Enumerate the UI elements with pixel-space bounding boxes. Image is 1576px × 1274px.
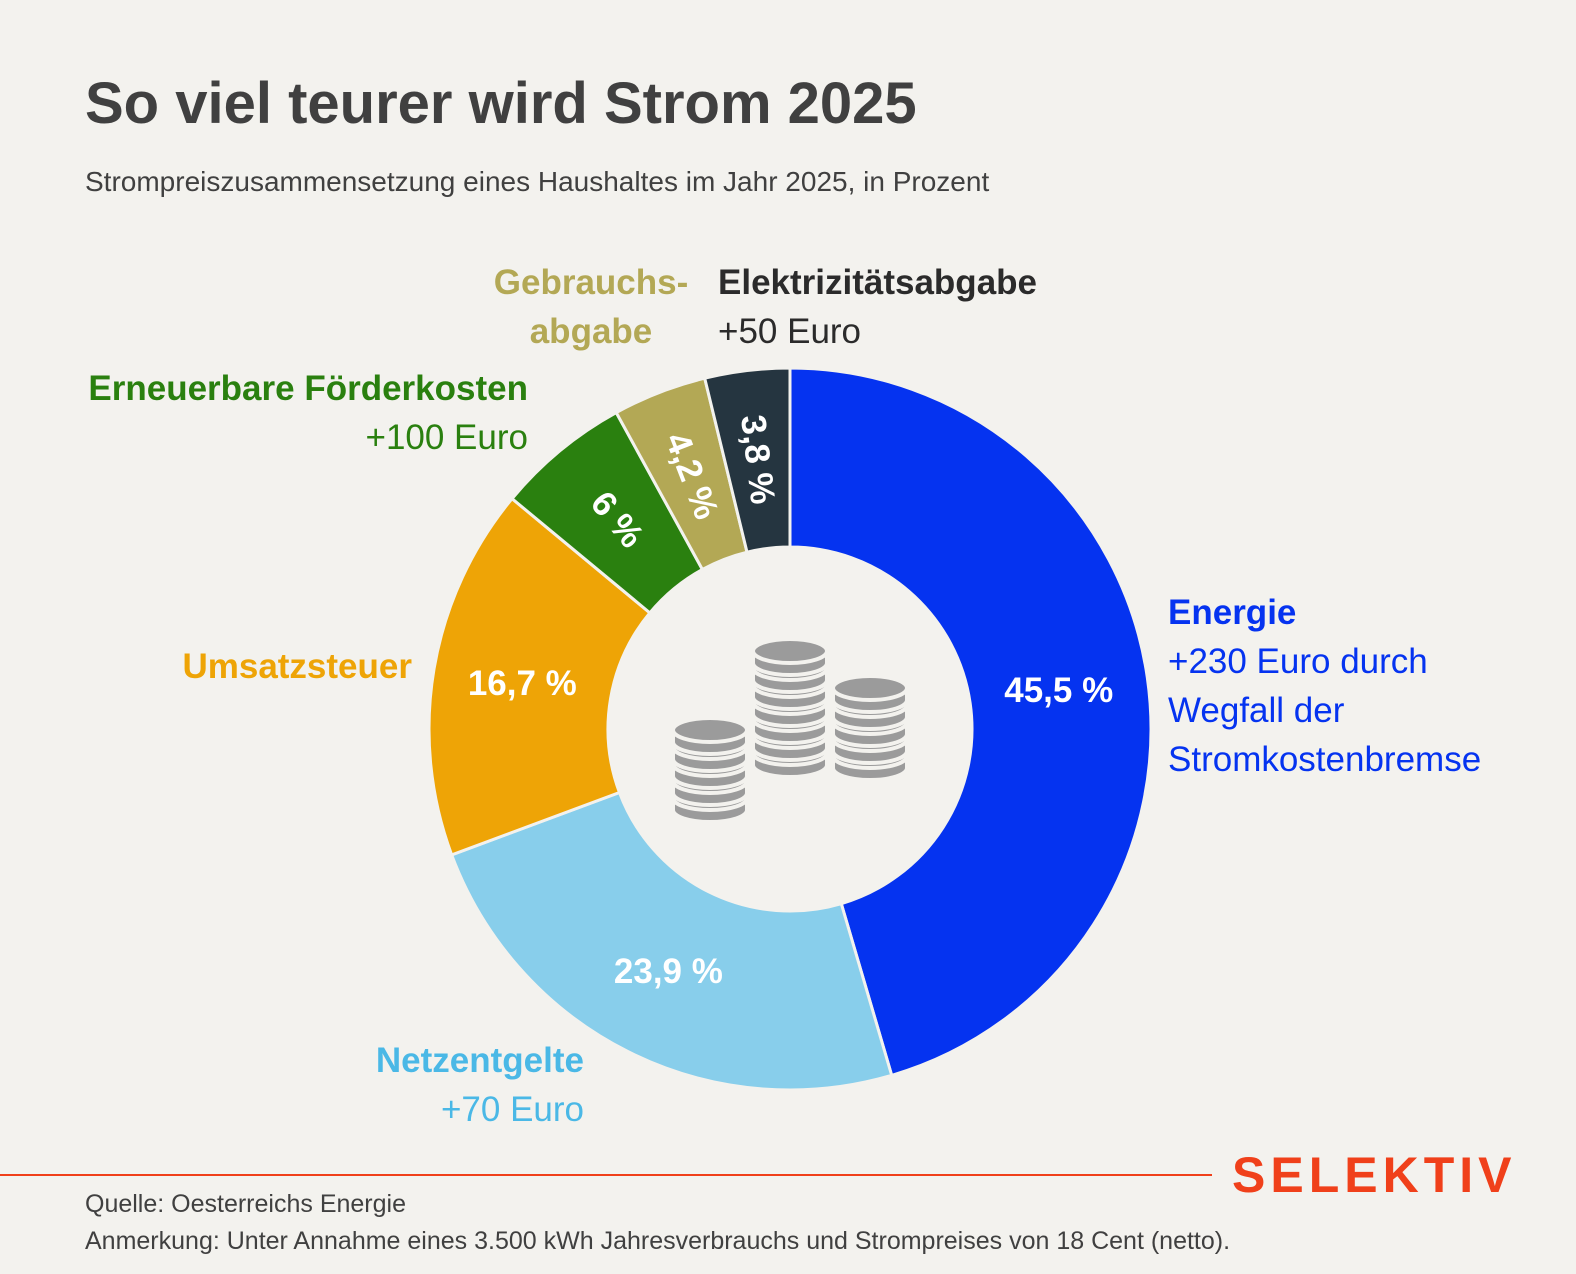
chart-subtitle: Strompreiszusammensetzung eines Haushalt… bbox=[85, 166, 990, 197]
chart-title: So viel teurer wird Strom 2025 bbox=[85, 71, 917, 136]
label-name: Elektrizitätsabgabe bbox=[718, 263, 1037, 302]
legend-energie: Energie +230 Euro durch Wegfall der Stro… bbox=[1168, 588, 1481, 784]
legend-netzentgelte: Netzentgelte +70 Euro bbox=[376, 1036, 584, 1134]
slice-elektrizit-tsabgabe bbox=[702, 366, 792, 554]
legend-gebrauchsabgabe: Gebrauchs- abgabe bbox=[480, 258, 702, 356]
source-note: Quelle: Oesterreichs Energie bbox=[85, 1190, 406, 1218]
label-note: +70 Euro bbox=[440, 1090, 584, 1129]
label-name: Gebrauchs- bbox=[493, 263, 689, 302]
selektiv-logo: SELEKTIV bbox=[1232, 1147, 1517, 1203]
label-name: Netzentgelte bbox=[375, 1041, 584, 1080]
legend-umsatzsteuer: Umsatzsteuer bbox=[182, 642, 412, 691]
legend-erneuerbare: Erneuerbare Förderkosten +100 Euro bbox=[88, 364, 528, 462]
label-name: Erneuerbare Förderkosten bbox=[88, 369, 528, 408]
label-name: abgabe bbox=[529, 312, 653, 351]
label-note: +50 Euro bbox=[718, 312, 862, 351]
footer-divider bbox=[0, 1174, 1212, 1176]
label-name: Energie bbox=[1168, 593, 1297, 632]
slice-umsatzsteuer bbox=[427, 496, 652, 857]
footnote: Anmerkung: Unter Annahme eines 3.500 kWh… bbox=[85, 1227, 1231, 1255]
slice-label: 16,7 % bbox=[468, 664, 577, 703]
label-note: Stromkostenbremse bbox=[1168, 740, 1482, 779]
legend-elektrizitaetsabgabe: Elektrizitätsabgabe +50 Euro bbox=[718, 258, 1037, 356]
slice-label: 45,5 % bbox=[1004, 671, 1113, 710]
slice-netzentgelte bbox=[449, 790, 894, 1092]
coins-icon bbox=[671, 637, 909, 824]
slice-energie bbox=[788, 366, 1153, 1078]
label-note: Wegfall der bbox=[1168, 691, 1345, 730]
slice-label: 23,9 % bbox=[614, 952, 723, 991]
label-name: Umsatzsteuer bbox=[182, 647, 412, 686]
label-note: +100 Euro bbox=[365, 418, 529, 457]
label-note: +230 Euro durch bbox=[1168, 642, 1428, 681]
